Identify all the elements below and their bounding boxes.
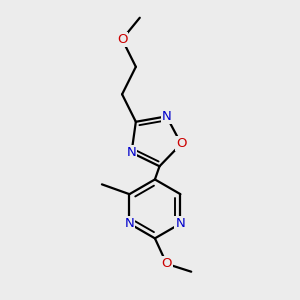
Text: N: N (162, 110, 171, 123)
Text: N: N (124, 217, 134, 230)
Text: O: O (161, 257, 172, 270)
Text: N: N (127, 146, 136, 159)
Text: O: O (176, 137, 186, 150)
Text: O: O (117, 33, 128, 46)
Text: N: N (176, 217, 185, 230)
